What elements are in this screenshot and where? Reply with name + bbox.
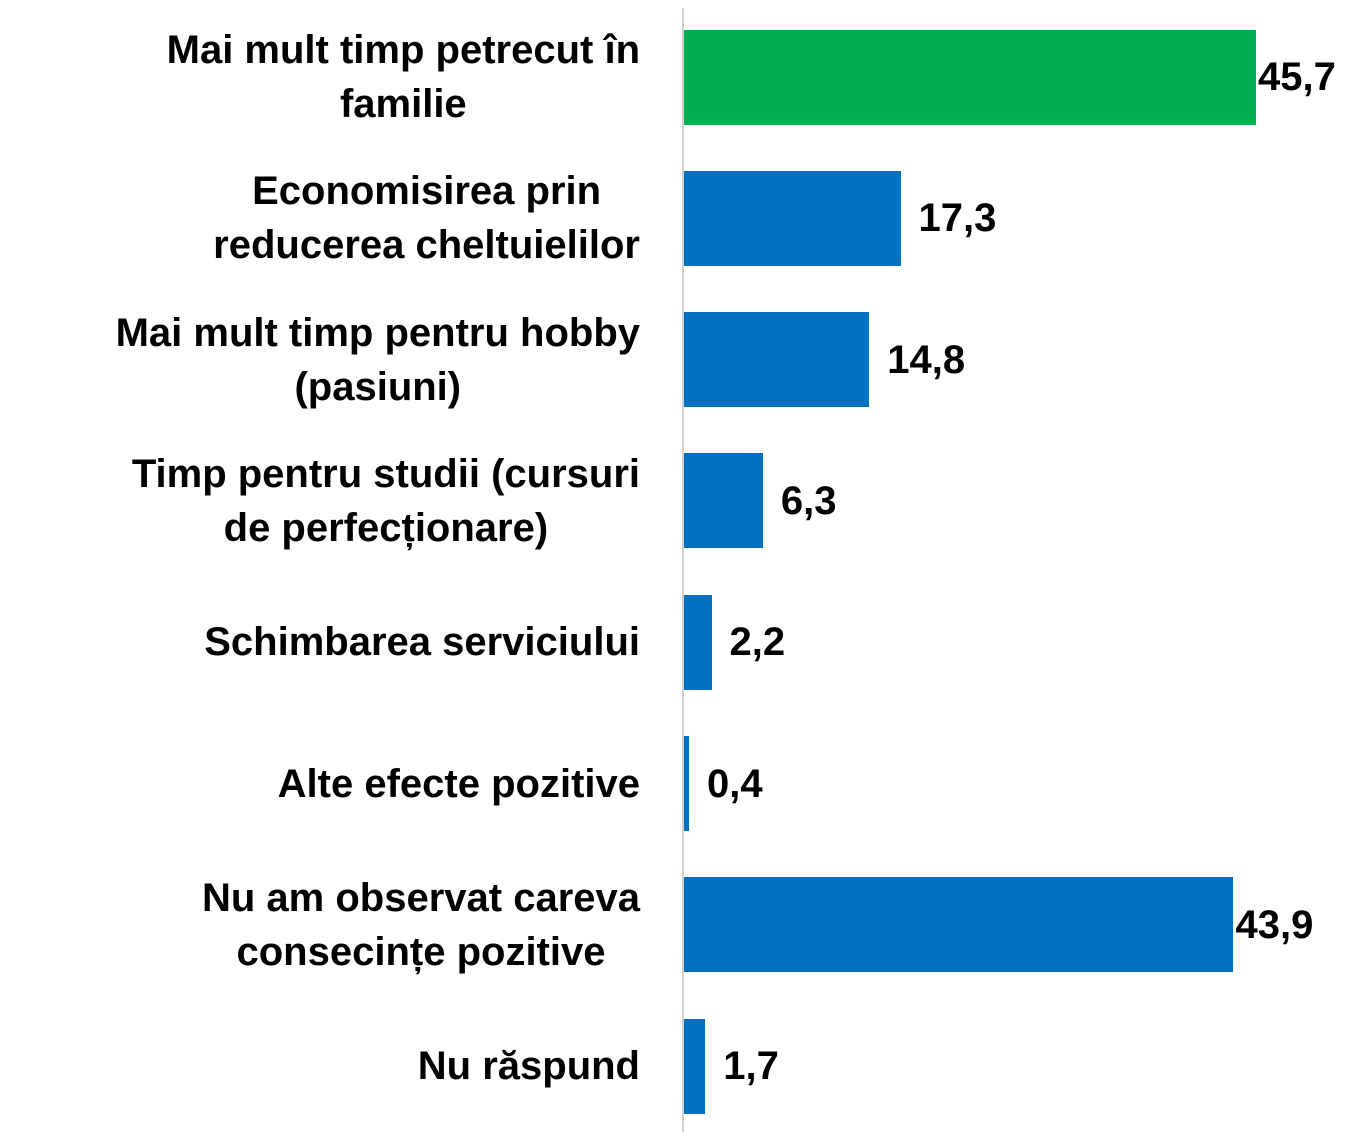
bar bbox=[684, 736, 689, 831]
value-label: 0,4 bbox=[707, 761, 763, 806]
bar bbox=[684, 1018, 706, 1114]
bar bbox=[684, 594, 712, 690]
bar bbox=[684, 29, 1256, 125]
bar bbox=[684, 170, 901, 266]
value-label: 2,2 bbox=[729, 620, 786, 665]
category-label: Mai mult timp petrecut în familie bbox=[166, 28, 640, 126]
category-label: Economisirea prin reducerea cheltuielilo… bbox=[213, 169, 640, 268]
category-label: Timp pentru studii (cursuri de perfecțio… bbox=[131, 451, 640, 550]
bar bbox=[684, 312, 870, 408]
axis-line bbox=[682, 8, 684, 1132]
value-label: 6,3 bbox=[780, 478, 837, 523]
category-label: Nu răspund bbox=[417, 1044, 640, 1089]
value-label: 1,7 bbox=[723, 1044, 779, 1089]
category-label: Schimbarea serviciului bbox=[204, 620, 640, 665]
category-label: Nu am observat careva consecințe pozitiv… bbox=[201, 875, 640, 974]
value-label: 17,3 bbox=[918, 196, 997, 241]
value-label: 45,7 bbox=[1258, 55, 1336, 99]
category-label: Mai mult timp pentru hobby (pasiuni) bbox=[115, 310, 640, 409]
bar bbox=[684, 453, 763, 549]
value-label: 14,8 bbox=[887, 337, 966, 382]
value-label: 43,9 bbox=[1235, 902, 1314, 947]
category-label: Alte efecte pozitive bbox=[277, 761, 640, 806]
bar bbox=[684, 877, 1234, 973]
